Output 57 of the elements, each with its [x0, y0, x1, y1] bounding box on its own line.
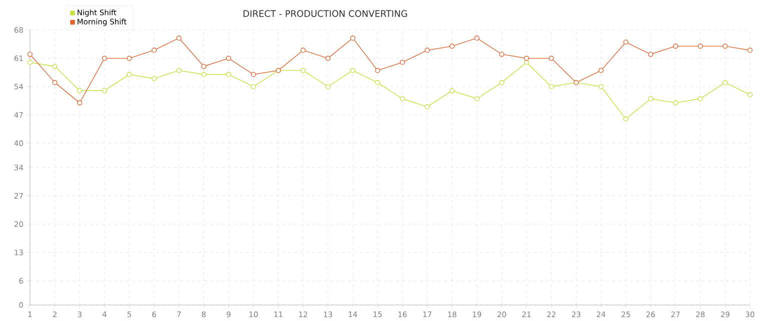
- point: [672, 100, 678, 106]
- point: [152, 48, 157, 54]
- point: [27, 52, 33, 58]
- point: [375, 68, 380, 74]
- point: [598, 68, 604, 74]
- point: [77, 100, 82, 106]
- point: [424, 48, 430, 54]
- point: [499, 52, 504, 58]
- point: [201, 72, 206, 78]
- point: [648, 96, 654, 102]
- point: [102, 56, 108, 62]
- point: [623, 40, 628, 45]
- point: [325, 84, 330, 90]
- point: [176, 68, 182, 74]
- point: [524, 60, 530, 66]
- point: [226, 56, 232, 62]
- point: [747, 92, 753, 98]
- point: [648, 52, 654, 58]
- point: [52, 80, 58, 86]
- point: [499, 80, 504, 86]
- point: [77, 88, 82, 94]
- point: [474, 36, 480, 41]
- point: [698, 96, 703, 102]
- point: [598, 84, 604, 90]
- point: [722, 80, 728, 86]
- point: [250, 84, 256, 90]
- point: [300, 48, 306, 54]
- point: [375, 80, 380, 86]
- point: [698, 44, 703, 49]
- point: [400, 60, 405, 66]
- point: [548, 84, 554, 90]
- point: [400, 96, 405, 102]
- chart-title: DIRECT - PRODUCTION CONVERTING: [244, 10, 408, 18]
- point: [474, 96, 480, 102]
- point: [450, 44, 455, 49]
- point: [722, 44, 728, 49]
- point: [176, 36, 182, 41]
- point: [250, 72, 256, 78]
- point: [152, 76, 157, 82]
- point: [325, 56, 330, 62]
- point: [226, 72, 232, 78]
- point: [102, 88, 108, 94]
- point: [450, 88, 455, 94]
- point: [524, 56, 530, 62]
- point: [623, 116, 628, 122]
- point: [300, 68, 306, 74]
- point: [201, 64, 206, 70]
- point: [126, 72, 132, 78]
- point: [424, 104, 430, 110]
- point: [52, 64, 58, 70]
- point: [350, 68, 356, 74]
- point: [747, 48, 753, 54]
- point: [27, 60, 33, 66]
- point: [126, 56, 132, 62]
- point: [548, 56, 554, 62]
- point: [672, 44, 678, 49]
- point: [350, 36, 356, 41]
